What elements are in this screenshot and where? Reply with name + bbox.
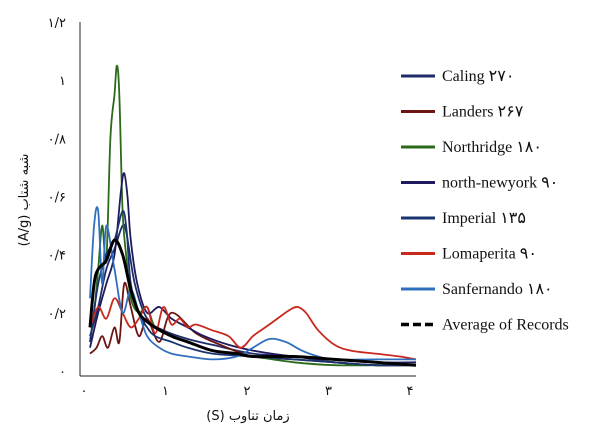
- y-tick-label: ۰/۴: [48, 249, 66, 264]
- x-tick-label: ۲: [244, 384, 251, 399]
- x-tick-label: ۱: [162, 384, 169, 399]
- series-line-3: [89, 64, 416, 367]
- y-axis-title: شبه شتاب (A/g): [17, 154, 32, 247]
- x-tick-label: ۰: [81, 384, 88, 399]
- legend-label-6: Lomaperita ۹۰: [442, 246, 537, 263]
- y-tick-label: ۰/۸: [48, 132, 66, 147]
- legend-label-5: Imperial ۱۳۵: [442, 210, 526, 227]
- series-line-1: [89, 223, 417, 367]
- legend: Caling ۲۷۰ Landers ۲۶۷ Northridge ۱۸۰ north…: [401, 68, 569, 334]
- legend-label-4: north-newyork ۹۰: [442, 175, 558, 192]
- series-line-8: [88, 238, 417, 367]
- series-line-4: [89, 172, 417, 364]
- legend-label-1: Caling ۲۷۰: [442, 68, 514, 85]
- x-tick-labels: ۰ ۱ ۲ ۳ ۴: [81, 384, 414, 399]
- plot-area: [79, 22, 416, 377]
- x-tick-label: ۴: [407, 384, 414, 399]
- legend-label-3: Northridge ۱۸۰: [442, 139, 542, 156]
- y-tick-labels: ۰ ۰/۲ ۰/۴ ۰/۶ ۰/۸ ۱ ۱/۲: [48, 16, 66, 380]
- x-axis-title: زمان تناوب (S): [206, 409, 289, 424]
- legend-label-8: Average of Records: [442, 317, 569, 334]
- series-line-6: [89, 297, 417, 361]
- series-layer: [88, 64, 417, 367]
- series-line-7: [89, 206, 416, 361]
- legend-label-2: Landers ۲۶۷: [442, 104, 524, 121]
- y-tick-label: ۰: [59, 365, 66, 380]
- y-tick-label: ۱/۲: [48, 16, 66, 31]
- legend-label-7: Sanfernando ۱۸۰: [442, 281, 553, 298]
- y-tick-label: ۰/۶: [48, 191, 66, 206]
- y-tick-label: ۰/۲: [48, 307, 66, 322]
- x-tick-label: ۳: [325, 384, 332, 399]
- y-tick-label: ۱: [59, 74, 66, 89]
